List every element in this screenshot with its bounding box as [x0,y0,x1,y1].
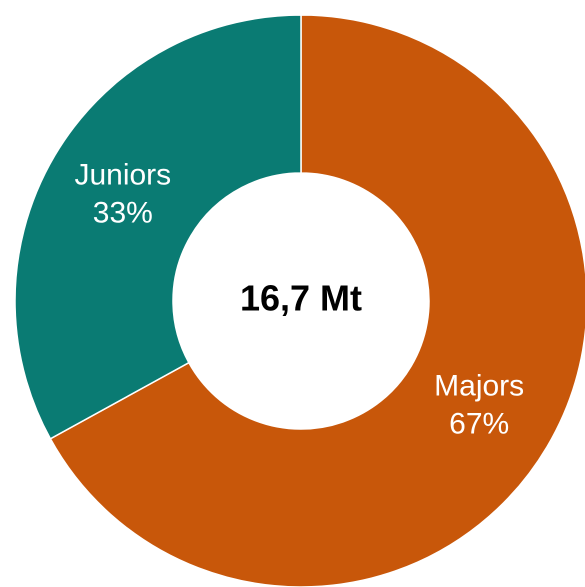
donut-slice [14,14,302,440]
slice-value-label: 33% [93,197,153,230]
slice-value-label: 67% [449,407,509,440]
donut-slice [49,14,585,587]
center-label: 16,7 Mt [240,278,362,319]
slice-label: Majors [434,369,524,402]
slice-label: Juniors [74,159,171,192]
